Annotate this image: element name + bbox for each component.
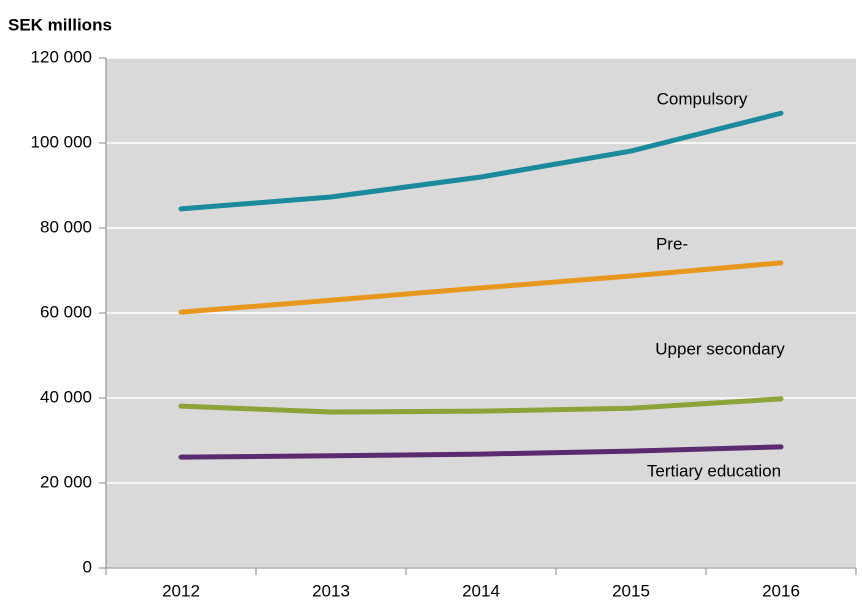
series-line: [178, 396, 784, 415]
y-axis-label: SEK millions: [8, 15, 112, 34]
series-line: [178, 444, 784, 460]
y-tick-label: 40 000: [40, 387, 92, 406]
series-label: Upper secondary: [655, 339, 785, 358]
x-tick-label: 2016: [762, 581, 800, 600]
x-tick-label: 2015: [612, 581, 650, 600]
series-label: Pre-: [656, 234, 688, 253]
x-tick-label: 2014: [462, 581, 500, 600]
series-label: Tertiary education: [647, 461, 781, 480]
y-tick-label: 80 000: [40, 217, 92, 236]
y-tick-label: 100 000: [31, 132, 92, 151]
x-tick-label: 2012: [162, 581, 200, 600]
series-label: Compulsory: [657, 89, 748, 108]
y-tick-label: 0: [83, 557, 92, 576]
y-tick-label: 120 000: [31, 47, 92, 66]
series-line: [178, 110, 784, 212]
y-tick-label: 20 000: [40, 472, 92, 491]
y-tick-label: 60 000: [40, 302, 92, 321]
x-tick-label: 2013: [312, 581, 350, 600]
series-line: [178, 260, 784, 315]
